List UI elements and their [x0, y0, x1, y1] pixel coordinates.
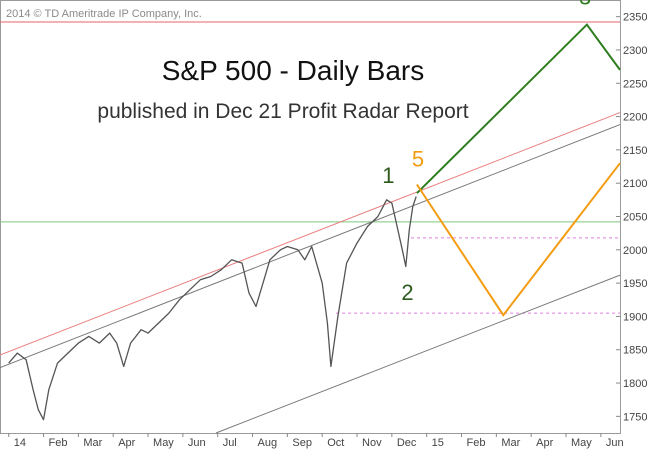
chart-title: S&P 500 - Daily Bars — [162, 55, 425, 86]
x-tick-label: 15 — [432, 437, 444, 449]
y-tick-label: 1850 — [623, 345, 647, 357]
wave-label-2: 2 — [401, 280, 413, 305]
x-tick-label: Sep — [292, 437, 312, 449]
y-tick-label: 2200 — [623, 112, 647, 124]
x-tick-label: Jun — [188, 437, 206, 449]
wave-label-5: 5 — [412, 147, 424, 172]
x-tick-label: Apr — [536, 437, 553, 449]
x-tick-label: Feb — [49, 437, 68, 449]
trendline-lower — [215, 274, 621, 434]
y-tick-label: 2300 — [623, 45, 647, 57]
y-tick-label: 2350 — [623, 12, 647, 24]
reference-lines-layer — [0, 21, 621, 434]
copyright-text: 2014 © TD Ameritrade IP Company, Inc. — [6, 8, 202, 20]
y-tick-label: 2150 — [623, 145, 647, 157]
wave-label-3: 3 — [579, 0, 591, 10]
price-line — [8, 196, 417, 421]
trendline-upper — [0, 124, 621, 369]
projection-alternate-line — [416, 162, 621, 317]
y-tick-label: 1900 — [623, 311, 647, 323]
y-tick-label: 2000 — [623, 245, 647, 257]
x-tick-label: Mar — [83, 437, 102, 449]
chart-subtitle: published in Dec 21 Profit Radar Report — [97, 100, 468, 123]
x-tick-label: Jun — [606, 437, 624, 449]
wave-labels-layer: 1 2 3 5 — [382, 0, 591, 305]
y-tick-label: 2250 — [623, 78, 647, 90]
y-tick-label: 1800 — [623, 378, 647, 390]
x-tick-label: Oct — [327, 437, 344, 449]
y-tick-label: 1950 — [623, 278, 647, 290]
price-series-layer — [8, 196, 417, 421]
y-tick-label: 2050 — [623, 212, 647, 224]
x-tick-label: Dec — [397, 437, 417, 449]
x-tick-label: Nov — [362, 437, 382, 449]
x-tick-label: Aug — [258, 437, 278, 449]
x-tick-label: Feb — [467, 437, 486, 449]
y-tick-label: 1750 — [623, 411, 647, 423]
y-tick-label: 2100 — [623, 178, 647, 190]
x-tick-label: May — [571, 437, 592, 449]
projection-primary-line — [416, 23, 621, 194]
x-tick-label: Jul — [223, 437, 237, 449]
plot-frame — [0, 0, 621, 434]
resistance-trendline — [0, 112, 621, 356]
axes-layer: 1750 1800 1850 1900 1950 2000 2050 2100 2150 2200… — [8, 12, 647, 449]
x-tick-label: Mar — [501, 437, 520, 449]
wave-label-1: 1 — [382, 163, 394, 188]
x-tick-label: Apr — [118, 437, 135, 449]
projection-layer — [416, 23, 621, 317]
x-tick-label: May — [153, 437, 174, 449]
x-tick-label: 14 — [14, 437, 26, 449]
